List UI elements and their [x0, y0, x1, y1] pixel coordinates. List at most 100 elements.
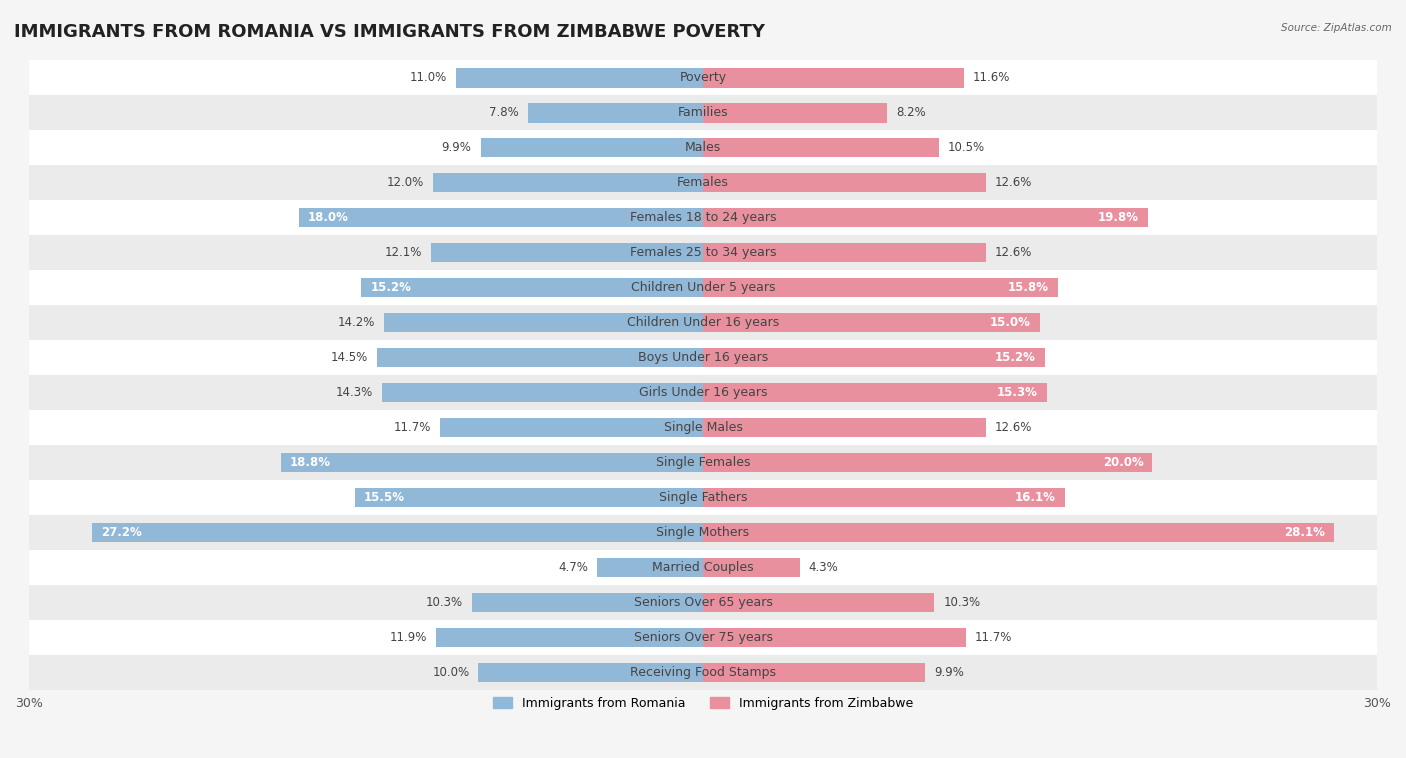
Text: 11.7%: 11.7% [394, 421, 432, 434]
Bar [456, 68, 703, 88]
Bar [703, 523, 1334, 542]
Text: 12.0%: 12.0% [387, 177, 425, 190]
Text: 15.2%: 15.2% [994, 351, 1036, 364]
Text: Families: Families [678, 106, 728, 120]
Text: 12.6%: 12.6% [995, 421, 1032, 434]
Bar [30, 550, 1376, 585]
Bar [703, 453, 1153, 472]
Text: Boys Under 16 years: Boys Under 16 years [638, 351, 768, 364]
Text: 15.3%: 15.3% [997, 386, 1038, 399]
Bar [703, 488, 1064, 507]
Text: 8.2%: 8.2% [896, 106, 927, 120]
Text: Source: ZipAtlas.com: Source: ZipAtlas.com [1281, 23, 1392, 33]
Text: 9.9%: 9.9% [935, 666, 965, 678]
Text: Single Fathers: Single Fathers [659, 491, 747, 504]
Text: Females 18 to 24 years: Females 18 to 24 years [630, 211, 776, 224]
Bar [30, 130, 1376, 165]
Bar [30, 235, 1376, 271]
Bar [91, 523, 703, 542]
Bar [440, 418, 703, 437]
Text: Males: Males [685, 142, 721, 155]
Text: Married Couples: Married Couples [652, 561, 754, 574]
Bar [598, 558, 703, 577]
Text: 4.3%: 4.3% [808, 561, 838, 574]
Text: 18.8%: 18.8% [290, 456, 330, 469]
Bar [433, 174, 703, 193]
Bar [30, 655, 1376, 690]
Text: Receiving Food Stamps: Receiving Food Stamps [630, 666, 776, 678]
Bar [30, 96, 1376, 130]
Bar [703, 208, 1147, 227]
Text: Children Under 5 years: Children Under 5 years [631, 281, 775, 294]
Bar [30, 445, 1376, 480]
Bar [30, 515, 1376, 550]
Bar [527, 103, 703, 123]
Bar [30, 410, 1376, 445]
Bar [703, 278, 1057, 297]
Text: 15.8%: 15.8% [1008, 281, 1049, 294]
Text: 12.6%: 12.6% [995, 246, 1032, 259]
Text: 15.5%: 15.5% [364, 491, 405, 504]
Text: Single Males: Single Males [664, 421, 742, 434]
Bar [30, 271, 1376, 305]
Bar [703, 313, 1040, 332]
Text: 11.9%: 11.9% [389, 631, 426, 644]
Bar [30, 165, 1376, 200]
Text: 14.3%: 14.3% [336, 386, 373, 399]
Text: 10.3%: 10.3% [943, 596, 980, 609]
Bar [703, 103, 887, 123]
Bar [703, 593, 935, 612]
Text: 15.2%: 15.2% [370, 281, 412, 294]
Bar [703, 628, 966, 647]
Text: 11.0%: 11.0% [409, 71, 447, 84]
Bar [471, 593, 703, 612]
Bar [703, 138, 939, 158]
Text: Children Under 16 years: Children Under 16 years [627, 316, 779, 329]
Text: IMMIGRANTS FROM ROMANIA VS IMMIGRANTS FROM ZIMBABWE POVERTY: IMMIGRANTS FROM ROMANIA VS IMMIGRANTS FR… [14, 23, 765, 41]
Bar [30, 620, 1376, 655]
Bar [377, 348, 703, 367]
Text: 19.8%: 19.8% [1098, 211, 1139, 224]
Bar [703, 348, 1045, 367]
Bar [703, 68, 963, 88]
Bar [703, 418, 986, 437]
Bar [30, 585, 1376, 620]
Text: Females: Females [678, 177, 728, 190]
Text: 10.0%: 10.0% [432, 666, 470, 678]
Bar [703, 662, 925, 682]
Bar [30, 340, 1376, 375]
Bar [354, 488, 703, 507]
Bar [703, 558, 800, 577]
Text: 20.0%: 20.0% [1102, 456, 1143, 469]
Text: 4.7%: 4.7% [558, 561, 588, 574]
Bar [703, 243, 986, 262]
Bar [384, 313, 703, 332]
Text: 28.1%: 28.1% [1285, 526, 1326, 539]
Text: Single Females: Single Females [655, 456, 751, 469]
Bar [30, 480, 1376, 515]
Bar [481, 138, 703, 158]
Bar [281, 453, 703, 472]
Text: 18.0%: 18.0% [308, 211, 349, 224]
Text: Girls Under 16 years: Girls Under 16 years [638, 386, 768, 399]
Bar [361, 278, 703, 297]
Text: 11.6%: 11.6% [973, 71, 1010, 84]
Text: Poverty: Poverty [679, 71, 727, 84]
Bar [436, 628, 703, 647]
Legend: Immigrants from Romania, Immigrants from Zimbabwe: Immigrants from Romania, Immigrants from… [488, 692, 918, 715]
Text: Single Mothers: Single Mothers [657, 526, 749, 539]
Bar [381, 383, 703, 402]
Text: 15.0%: 15.0% [990, 316, 1031, 329]
Text: 11.7%: 11.7% [974, 631, 1012, 644]
Text: 9.9%: 9.9% [441, 142, 471, 155]
Bar [432, 243, 703, 262]
Bar [30, 200, 1376, 235]
Text: 7.8%: 7.8% [489, 106, 519, 120]
Bar [478, 662, 703, 682]
Bar [703, 174, 986, 193]
Text: 10.5%: 10.5% [948, 142, 986, 155]
Bar [703, 383, 1047, 402]
Bar [30, 61, 1376, 96]
Text: 12.1%: 12.1% [385, 246, 422, 259]
Text: Seniors Over 65 years: Seniors Over 65 years [634, 596, 772, 609]
